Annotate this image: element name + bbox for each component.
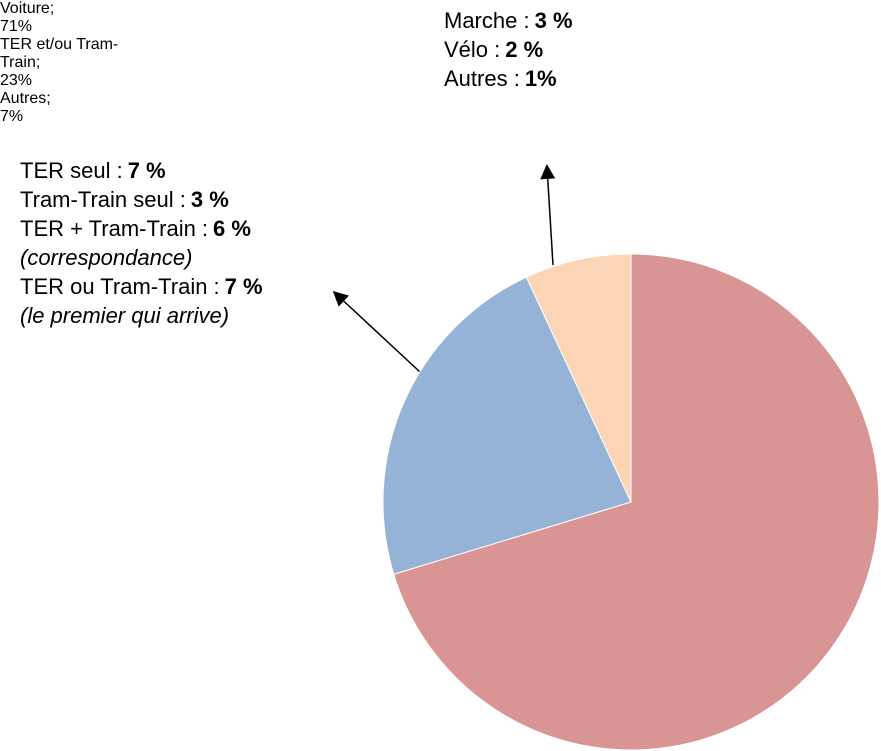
slice-label: Autres; 7%: [0, 90, 70, 126]
annotation-note: (le premier qui arrive): [20, 303, 230, 328]
slice-label: Voiture; 71%: [0, 0, 90, 36]
annotation-line: TER seul :7 %: [20, 156, 263, 185]
pie-slice: [382, 276, 632, 575]
annotation-line: Marche :3 %: [444, 6, 573, 35]
annotation-line: TER + Tram-Train :6 %: [20, 214, 263, 243]
annotation-line: Tram-Train seul :3 %: [20, 185, 263, 214]
annotation-label: TER seul :: [20, 158, 123, 183]
annotation-value: 3 %: [534, 8, 573, 33]
annotation: Marche :3 % Vélo :2 % Autres :1%: [444, 6, 573, 93]
annotation: TER seul :7 % Tram-Train seul :3 % TER + T…: [20, 156, 263, 330]
annotation-value: 7 %: [127, 158, 166, 183]
annotation-value: 1%: [524, 66, 557, 91]
slice-value: 23%: [0, 72, 33, 89]
arrow: [540, 164, 556, 266]
annotation-value: 7 %: [224, 274, 263, 299]
pie-slice: [525, 253, 632, 503]
annotation-value: 6 %: [213, 216, 251, 241]
annotation-value: 3 %: [190, 187, 229, 212]
annotation-label: TER + Tram-Train :: [20, 216, 209, 241]
pie-slice: [393, 253, 880, 751]
slice-category: TER et/ou Tram-Train;: [0, 36, 119, 71]
annotation-label: Marche :: [444, 8, 530, 33]
annotation-note: (correspondance): [20, 245, 193, 270]
slice-value: 71%: [0, 18, 33, 35]
annotation-label: Vélo :: [444, 37, 501, 62]
arrow: [332, 290, 421, 373]
slice-category: Voiture;: [0, 0, 55, 17]
annotation-value: 2 %: [505, 37, 544, 62]
annotation-line: Vélo :2 %: [444, 35, 573, 64]
annotation-line: Autres :1%: [444, 64, 573, 93]
annotation-line: TER ou Tram-Train :7 %: [20, 272, 263, 301]
annotation-label: TER ou Tram-Train :: [20, 274, 220, 299]
slice-category: Autres;: [0, 90, 51, 107]
annotation-label: Tram-Train seul :: [20, 187, 186, 212]
slice-value: 7%: [0, 108, 24, 125]
slice-label: TER et/ou Tram-Train; 23%: [0, 36, 120, 90]
annotation-label: Autres :: [444, 66, 520, 91]
